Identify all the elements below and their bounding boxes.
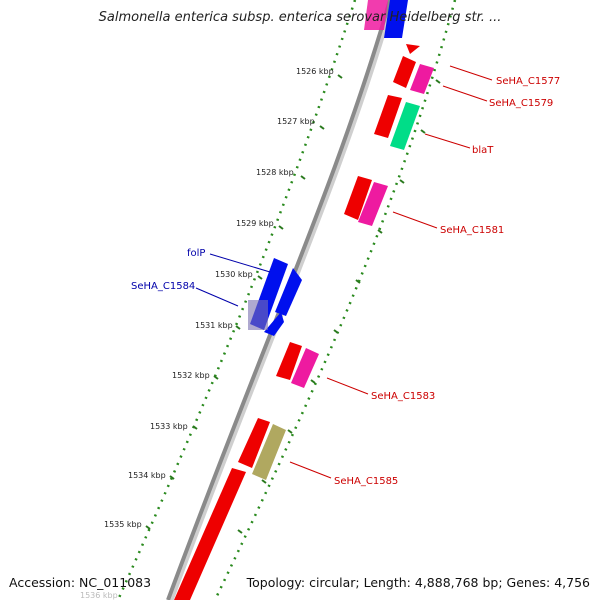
gene-red-C1583-left xyxy=(276,342,302,380)
leader-SeHA_C1585 xyxy=(289,461,332,479)
tick-1532: 1532 kbp xyxy=(172,371,316,384)
gene-blaT xyxy=(390,102,420,150)
tick-1536: 1536 kbp xyxy=(80,591,118,600)
tick-1534: 1534 kbp xyxy=(128,471,267,484)
backbone-ring xyxy=(166,0,392,600)
gene-label: folP xyxy=(187,248,205,259)
tick-label: 1536 kbp xyxy=(80,591,118,600)
gene-SeHA_C1583 xyxy=(291,348,319,388)
leader-SeHA_C1581 xyxy=(392,211,438,229)
gene-label: SeHA_C1577 xyxy=(496,76,560,87)
tick-1530: 1530 kbp xyxy=(215,270,361,284)
tick-label: 1535 kbp xyxy=(104,520,142,529)
gene-top-arrow-red xyxy=(406,44,420,54)
tick-1535: 1535 kbp xyxy=(104,520,243,534)
tick-1529: 1529 kbp xyxy=(236,219,383,234)
tick-label: 1529 kbp xyxy=(236,219,274,228)
leader-folP xyxy=(209,253,271,273)
gene-top-pink xyxy=(364,0,388,30)
gene-label: SeHA_C1585 xyxy=(334,476,398,487)
inner-guide-ring xyxy=(116,0,357,600)
genome-title: Salmonella enterica subsp. enterica sero… xyxy=(98,10,502,25)
gene-label: blaT xyxy=(472,145,494,156)
tick-1528: 1528 kbp xyxy=(256,168,405,184)
gene-SeHA_C1577 xyxy=(393,56,416,88)
gene-label: SeHA_C1581 xyxy=(440,225,504,236)
tick-1527: 1527 kbp xyxy=(277,117,426,134)
tick-1533: 1533 kbp xyxy=(150,422,293,434)
tick-1526: 1526 kbp xyxy=(296,67,441,84)
tick-label: 1534 kbp xyxy=(128,471,166,480)
tick-label: 1532 kbp xyxy=(172,371,210,380)
gene-red-C1581-left xyxy=(344,176,372,220)
gene-label: SeHA_C1584 xyxy=(131,281,195,292)
leader-SeHA_C1583 xyxy=(326,377,369,395)
gene-red-blaT-left xyxy=(374,95,402,138)
gene-shade-overlay xyxy=(248,300,268,330)
gene-SeHA_C1581 xyxy=(358,182,388,226)
gene-blue-lower xyxy=(264,312,284,336)
tick-label: 1527 kbp xyxy=(277,117,315,126)
gene-red-C1585-left xyxy=(238,418,270,468)
gene-label: SeHA_C1583 xyxy=(371,391,435,402)
tick-label: 1530 kbp xyxy=(215,270,253,279)
genome-summary-text: Topology: circular; Length: 4,888,768 bp… xyxy=(246,575,590,590)
accession-text: Accession: NC_011083 xyxy=(9,575,152,590)
tick-label: 1531 kbp xyxy=(195,321,233,330)
gene-SeHA_C1585 xyxy=(252,424,286,480)
tick-1531: 1531 kbp xyxy=(195,321,339,334)
leader-SeHA_C1577 xyxy=(449,65,493,81)
gene-SeHA_C1584 xyxy=(275,268,302,316)
gene-top-blue xyxy=(384,0,408,38)
leader-SeHA_C1584 xyxy=(195,287,239,307)
leader-blaT xyxy=(424,133,471,149)
tick-label: 1528 kbp xyxy=(256,168,294,177)
tick-label: 1526 kbp xyxy=(296,67,334,76)
gene-long-red xyxy=(174,468,246,600)
leader-SeHA_C1579 xyxy=(442,85,488,102)
tick-label: 1533 kbp xyxy=(150,422,188,431)
gene-label: SeHA_C1579 xyxy=(489,98,553,109)
gene-SeHA_C1579 xyxy=(410,64,434,94)
